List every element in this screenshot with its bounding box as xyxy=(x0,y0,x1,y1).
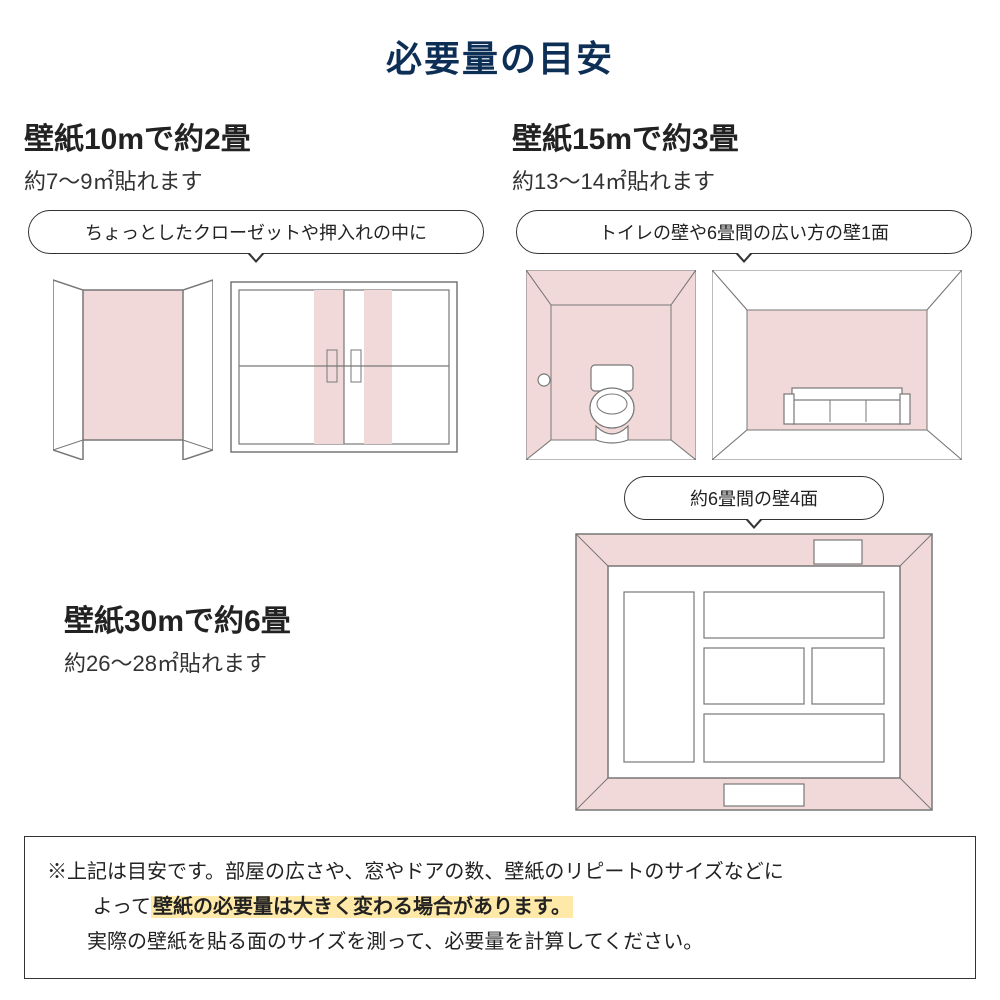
room-wall-illustration xyxy=(712,270,962,460)
top-row: 壁紙10mで約2畳 約7～9㎡貼れます ちょっとしたクローゼットや押入れの中に xyxy=(24,114,976,460)
bubble-label: トイレの壁や6畳間の広い方の壁1面 xyxy=(516,210,972,254)
section-text: 壁紙30mで約6畳 約26～28㎡貼れます xyxy=(24,596,508,692)
bubble-label: ちょっとしたクローゼットや押入れの中に xyxy=(28,210,484,254)
page-title: 必要量の目安 xyxy=(24,30,976,82)
section-15m: 壁紙15mで約3畳 約13～14㎡貼れます トイレの壁や6畳間の広い方の壁1面 xyxy=(512,114,976,460)
illustration-row xyxy=(24,270,488,460)
oshiire-illustration xyxy=(229,280,459,460)
bubble-wrap: ちょっとしたクローゼットや押入れの中に xyxy=(28,210,484,254)
section-10m: 壁紙10mで約2畳 約7～9㎡貼れます ちょっとしたクローゼットや押入れの中に xyxy=(24,114,488,460)
section-heading: 壁紙15mで約3畳 xyxy=(512,114,976,158)
footnote-line3: 実際の壁紙を貼る面のサイズを測って、必要量を計算してください。 xyxy=(47,925,953,960)
bubble-wrap: トイレの壁や6畳間の広い方の壁1面 xyxy=(516,210,972,254)
footnote-line2: よって壁紙の必要量は大きく変わる場合があります。 xyxy=(47,890,953,925)
footnote-line2-prefix: よって xyxy=(93,896,151,918)
footnote-highlight: 壁紙の必要量は大きく変わる場合があります。 xyxy=(151,896,573,918)
closet-illustration xyxy=(53,270,213,460)
section-sub: 約7～9㎡貼れます xyxy=(24,164,488,196)
footnote-box: ※上記は目安です。部屋の広さや、窓やドアの数、壁紙のリピートのサイズなどに よっ… xyxy=(24,836,976,979)
illustration-row xyxy=(512,270,976,460)
section-sub: 約26～28㎡貼れます xyxy=(64,646,508,678)
section-30m: 壁紙30mで約6畳 約26～28㎡貼れます 約6畳間の壁4面 xyxy=(24,476,976,812)
footnote-line3-text: 実際の壁紙を貼る面のサイズを測って、必要量を計算してください。 xyxy=(87,931,703,953)
section-heading: 壁紙10mで約2畳 xyxy=(24,114,488,158)
section-sub: 約13～14㎡貼れます xyxy=(512,164,976,196)
section-illustration: 約6畳間の壁4面 xyxy=(532,476,976,812)
toilet-illustration xyxy=(526,270,696,460)
footnote-line1: ※上記は目安です。部屋の広さや、窓やドアの数、壁紙のリピートのサイズなどに xyxy=(47,855,953,890)
bubble-label: 約6畳間の壁4面 xyxy=(624,476,884,520)
bubble-wrap: 約6畳間の壁4面 xyxy=(624,476,884,520)
room-floorplan-illustration xyxy=(574,532,934,812)
section-heading: 壁紙30mで約6畳 xyxy=(64,596,508,640)
